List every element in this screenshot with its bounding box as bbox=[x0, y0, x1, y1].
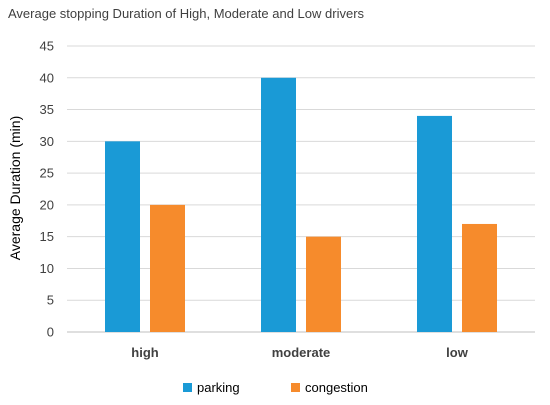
y-tick-label: 20 bbox=[40, 197, 54, 212]
y-tick-label: 45 bbox=[40, 39, 54, 54]
legend-swatch bbox=[291, 383, 300, 392]
x-category-label: moderate bbox=[272, 345, 331, 360]
bar-congestion bbox=[462, 223, 497, 332]
bar-congestion bbox=[150, 204, 185, 332]
bar-congestion bbox=[306, 236, 341, 332]
y-ticks: 0 5 10 15 20 25 30 35 40 45 bbox=[40, 39, 54, 340]
bar-parking bbox=[261, 77, 296, 333]
legend: parking congestion bbox=[183, 380, 368, 395]
chart-title: Average stopping Duration of High, Moder… bbox=[8, 6, 365, 21]
bars bbox=[105, 77, 497, 333]
y-axis-label: Average Duration (min) bbox=[7, 116, 23, 260]
legend-swatch bbox=[183, 383, 192, 392]
legend-label: congestion bbox=[305, 380, 368, 395]
bar-parking bbox=[417, 115, 452, 333]
x-category-label: low bbox=[446, 345, 469, 360]
legend-label: parking bbox=[197, 380, 240, 395]
y-tick-label: 25 bbox=[40, 166, 54, 181]
x-category-label: high bbox=[131, 345, 158, 360]
bar-parking bbox=[105, 141, 140, 332]
y-tick-label: 10 bbox=[40, 261, 54, 276]
grid bbox=[67, 45, 535, 333]
y-tick-label: 15 bbox=[40, 229, 54, 244]
y-tick-label: 5 bbox=[47, 293, 54, 308]
y-tick-label: 40 bbox=[40, 70, 54, 85]
y-tick-label: 35 bbox=[40, 102, 54, 117]
y-tick-label: 0 bbox=[47, 325, 54, 340]
y-tick-label: 30 bbox=[40, 134, 54, 149]
x-categories: high moderate low bbox=[131, 345, 468, 360]
